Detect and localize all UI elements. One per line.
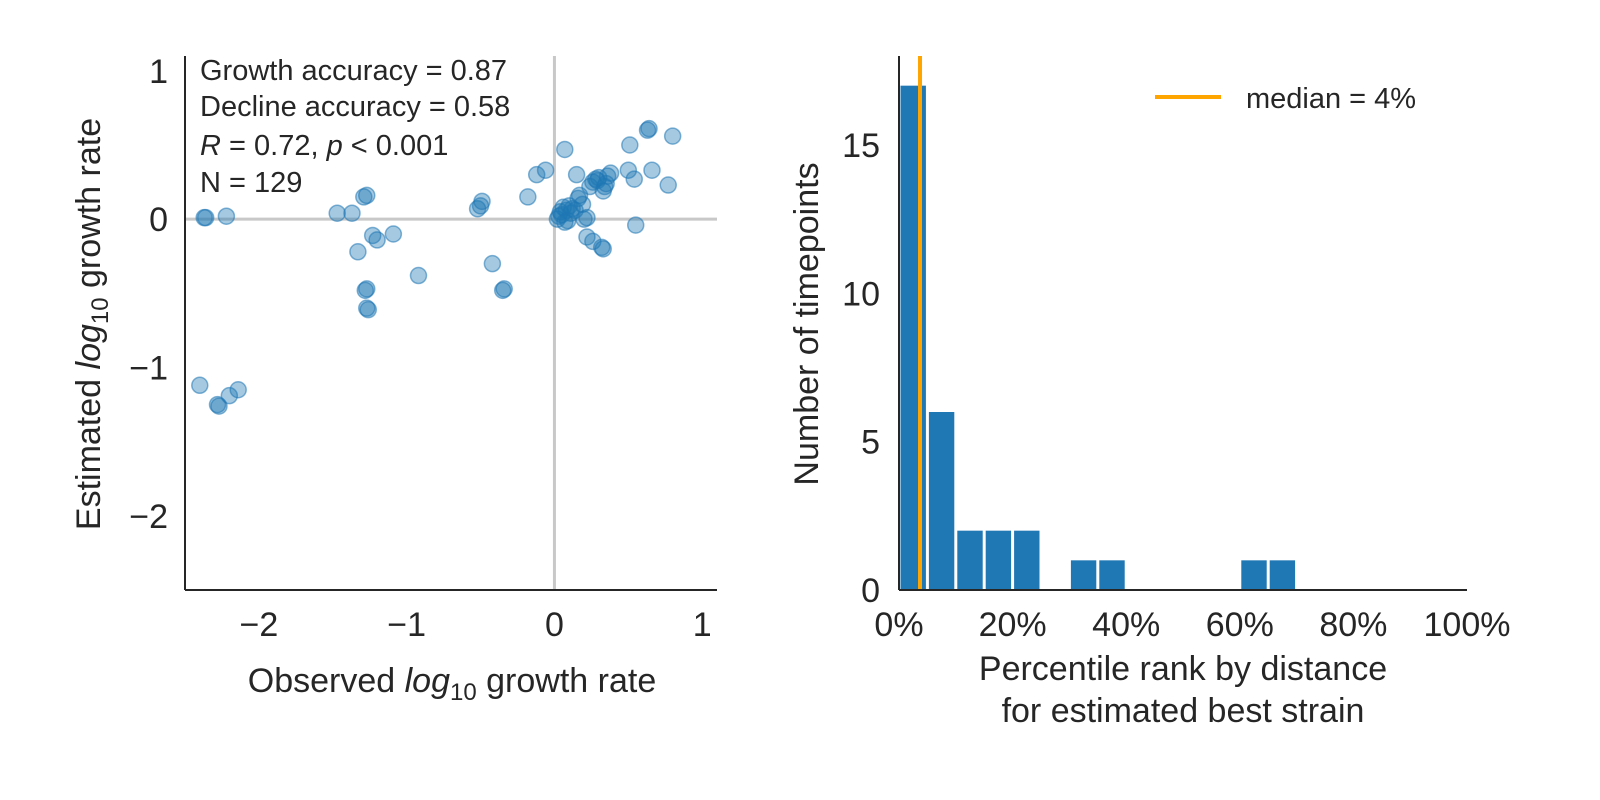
scatter-point [643,161,661,179]
x-label-suffix: growth rate [477,662,657,700]
histogram-panel: 0% 20% 40% 60% 80% 100% 0 5 10 15 median = 4% Pe… [788,56,1510,730]
reference-lines [185,56,717,590]
scatter-point [349,243,367,261]
scatter-panel: −2 −1 0 1 −2 −1 0 1 Growth accuracy = 0.87 Dec… [70,53,717,706]
scatter-point [573,195,592,214]
legend-median-label: median = 4% [1246,83,1416,115]
scatter-y-tick-label: 1 [149,53,168,91]
histogram-bar [1014,530,1040,590]
x-label-log: log [405,662,450,700]
scatter-point [536,161,555,179]
scatter-point [527,165,546,184]
scatter-point [625,170,643,188]
y-label-prefix: Estimated [70,369,108,530]
annotation-correlation: R = 0.72, p < 0.001 [200,130,448,162]
x-label-subscript: 10 [450,679,477,706]
histogram-x-tick-label: 80% [1319,606,1387,644]
scatter-point [384,225,403,243]
histogram-bar [1241,560,1267,590]
scatter-point [567,165,586,184]
scatter-y-tick-label: −1 [129,350,168,388]
scatter-point [358,186,376,205]
histogram-bar [900,85,926,591]
scatter-point [409,266,428,285]
scatter-point [578,208,596,227]
histogram-x-tick-label: 100% [1424,606,1511,644]
scatter-x-tick-label: 0 [545,606,564,644]
scatter-point [626,216,645,234]
scatter-annotations: Growth accuracy = 0.87 Decline accuracy … [200,55,510,199]
histogram-bar [1269,560,1296,590]
histogram-y-tick-label: 15 [842,127,880,165]
annotation-r-value: = 0.72, [221,130,327,162]
histogram-x-tick-label: 40% [1092,606,1160,644]
histogram-x-tick-label: 20% [979,606,1047,644]
scatter-point [621,136,639,154]
scatter-point [229,381,247,399]
scatter-point [663,127,682,145]
histogram-x-axis-label-line1: Percentile rank by distance [979,650,1387,688]
histogram-y-tick-label: 0 [861,572,880,610]
histogram-x-tick-label: 60% [1206,606,1274,644]
scatter-point [220,386,239,405]
y-label-log: log [70,324,108,369]
scatter-x-tick-label: −1 [387,606,426,644]
scatter-point [659,176,677,194]
scatter-point [601,164,620,182]
annotation-p-value: < 0.001 [343,130,449,162]
x-label-prefix: Observed [248,662,405,700]
scatter-point [556,140,574,159]
legend: median = 4% [1155,83,1416,115]
histogram-y-tick-label: 10 [842,275,880,313]
histogram-bar [957,530,983,590]
scatter-point [328,204,346,222]
histogram-y-tick-label: 5 [861,424,880,462]
scatter-point [368,231,386,249]
scatter-point [598,167,617,185]
scatter-point [359,300,377,319]
histogram-bars [900,85,1296,591]
scatter-x-axis-label: Observed log10 growth rate [248,662,656,706]
histogram-y-axis-label: Number of timepoints [788,162,826,485]
scatter-point [594,240,612,258]
y-label-suffix: growth rate [70,118,108,298]
histogram-bar [1070,560,1097,590]
histogram-x-tick-label: 0% [874,606,923,644]
scatter-point [195,208,213,227]
scatter-point [473,192,491,211]
histogram-bar [928,412,955,590]
y-label-subscript: 10 [87,297,114,324]
scatter-point [640,119,658,138]
histogram-x-axis-label-line2: for estimated best strain [1002,692,1365,730]
scatter-x-tick-label: −2 [240,606,279,644]
scatter-points [191,119,682,415]
annotation-growth-accuracy: Growth accuracy = 0.87 [200,55,507,87]
scatter-point [519,188,537,206]
annotation-n: N = 129 [200,167,302,199]
scatter-y-tick-labels: −2 −1 0 1 [129,53,168,536]
scatter-point [495,280,513,298]
scatter-x-tick-label: 1 [693,606,712,644]
scatter-point [358,280,376,298]
scatter-y-tick-label: 0 [149,201,168,239]
scatter-point [556,213,574,231]
histogram-bar [1099,560,1125,590]
annotation-p-symbol: p [326,130,343,162]
scatter-point [217,207,236,225]
scatter-point [208,395,227,414]
scatter-y-axis-label: Estimated log10 growth rate [70,118,114,530]
scatter-point [483,254,502,273]
scatter-point [191,376,209,395]
annotation-decline-accuracy: Decline accuracy = 0.58 [200,91,510,123]
histogram-x-tick-labels: 0% 20% 40% 60% 80% 100% [874,606,1510,644]
scatter-point [619,161,638,179]
scatter-x-tick-labels: −2 −1 0 1 [240,606,712,644]
histogram-y-tick-labels: 0 5 10 15 [842,127,880,610]
scatter-point [343,204,361,222]
histogram-bar [985,530,1012,590]
annotation-r-symbol: R [200,130,221,162]
scatter-y-tick-label: −2 [129,498,168,536]
